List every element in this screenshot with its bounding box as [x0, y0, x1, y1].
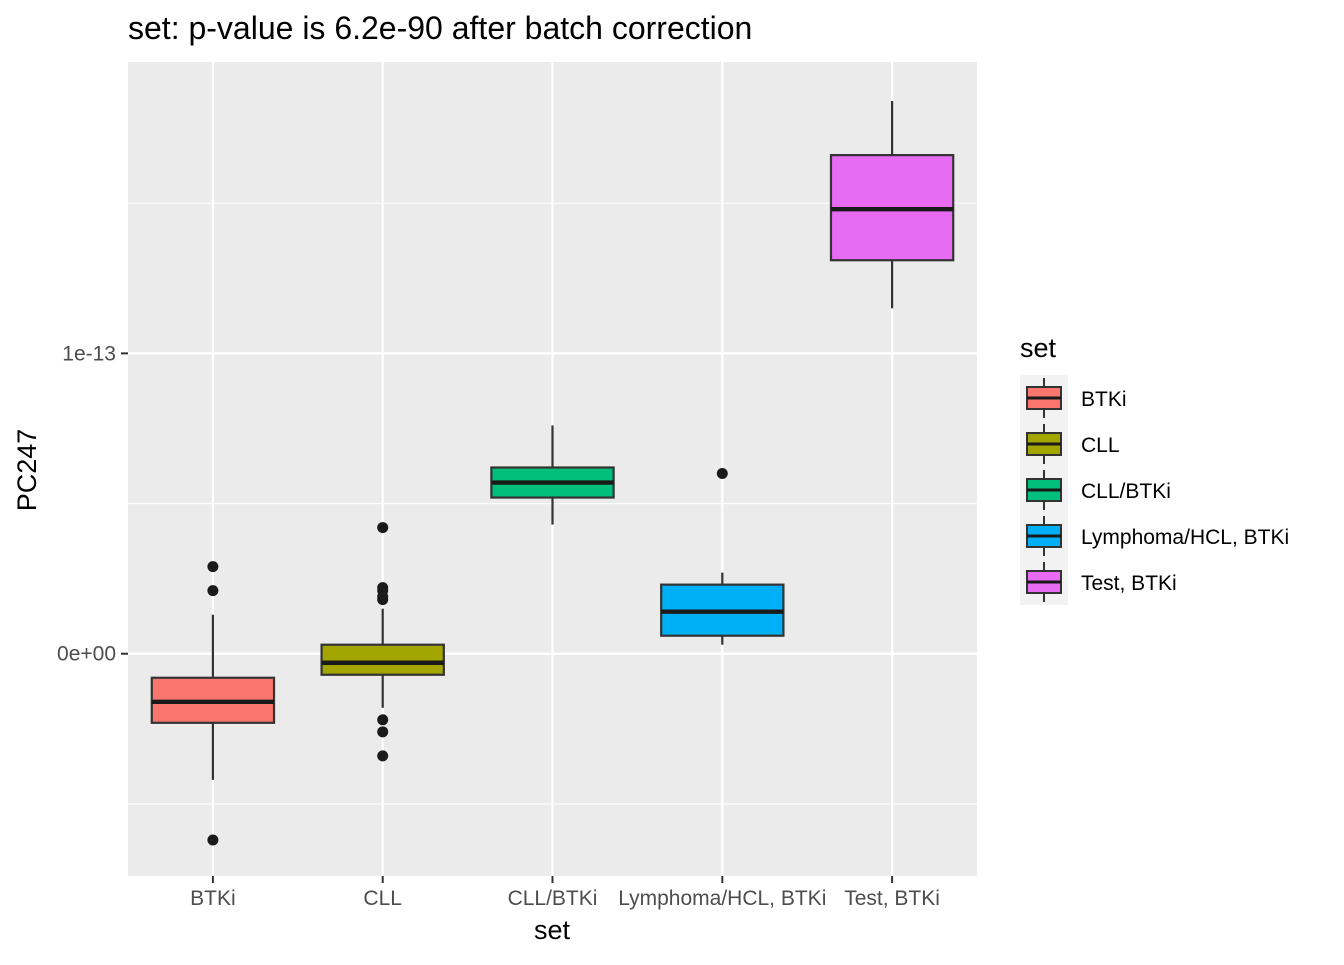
box-iqr [320, 643, 445, 676]
y-axis-label: PC247 [12, 429, 42, 512]
x-tick-label: CLL/BTKi [508, 887, 598, 910]
plot-area: 0e+00 1e-13 BTKi CLL CLL/BTKi Lymphoma/HCL, B… [57, 62, 977, 910]
x-tick-label: CLL [363, 887, 402, 910]
legend-item: CLL/BTKi [1026, 470, 1171, 510]
x-tick-label: BTKi [190, 887, 236, 910]
box-lymphoma-hcl-btki [660, 468, 785, 645]
x-tick-label: Test, BTKi [844, 887, 940, 910]
legend-item: BTKi [1026, 378, 1127, 418]
outlier-point [377, 582, 389, 594]
legend-label: CLL/BTKi [1081, 480, 1171, 503]
legend-item: Test, BTKi [1026, 562, 1177, 602]
x-tick-label: Lymphoma/HCL, BTKi [618, 887, 826, 910]
outlier-point [377, 750, 389, 762]
box-btki [150, 561, 276, 846]
legend-item: CLL [1026, 424, 1120, 464]
legend: BTKi CLL CLL/BTKi Lymphoma/HCL, BTKi Test, B… [1020, 375, 1289, 605]
outlier-point [377, 726, 389, 738]
legend-item: Lymphoma/HCL, BTKi [1026, 516, 1289, 556]
outlier-point [207, 585, 219, 597]
box-cll [320, 522, 445, 762]
legend-label: CLL [1081, 434, 1120, 457]
outlier-point [377, 522, 389, 534]
outlier-point [207, 834, 219, 846]
y-tick-label: 0e+00 [57, 643, 116, 666]
legend-title: set [1020, 333, 1057, 363]
outlier-point [207, 561, 219, 573]
box-cll-btki [490, 425, 615, 525]
x-axis-label: set [534, 915, 571, 945]
legend-label: Test, BTKi [1081, 572, 1177, 595]
legend-label: BTKi [1081, 388, 1127, 411]
y-tick-label: 1e-13 [62, 342, 116, 365]
box-test-btki [829, 101, 955, 309]
outlier-point [377, 714, 389, 726]
chart-title: set: p-value is 6.2e-90 after batch corr… [128, 10, 752, 46]
legend-label: Lymphoma/HCL, BTKi [1081, 526, 1289, 549]
outlier-point [716, 468, 728, 480]
